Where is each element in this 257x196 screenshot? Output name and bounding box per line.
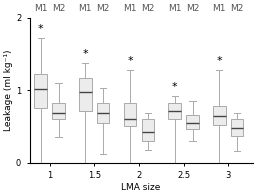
Y-axis label: Leakage (ml kg⁻¹): Leakage (ml kg⁻¹) xyxy=(4,49,13,131)
PathPatch shape xyxy=(124,103,136,126)
Text: M2: M2 xyxy=(186,4,199,13)
Text: M1: M1 xyxy=(168,4,181,13)
Text: M1: M1 xyxy=(79,4,92,13)
PathPatch shape xyxy=(168,103,181,119)
PathPatch shape xyxy=(52,103,65,119)
PathPatch shape xyxy=(34,74,47,108)
Text: M2: M2 xyxy=(231,4,244,13)
Text: M1: M1 xyxy=(123,4,137,13)
Text: M2: M2 xyxy=(141,4,154,13)
Text: *: * xyxy=(172,82,178,92)
Text: *: * xyxy=(38,24,43,34)
Text: M2: M2 xyxy=(97,4,110,13)
Text: M1: M1 xyxy=(213,4,226,13)
PathPatch shape xyxy=(213,106,226,125)
PathPatch shape xyxy=(142,119,154,141)
Text: *: * xyxy=(127,56,133,66)
Text: M2: M2 xyxy=(52,4,65,13)
Text: *: * xyxy=(82,49,88,59)
Text: M1: M1 xyxy=(34,4,48,13)
PathPatch shape xyxy=(186,115,199,129)
Text: *: * xyxy=(217,56,222,66)
X-axis label: LMA size: LMA size xyxy=(122,183,161,192)
PathPatch shape xyxy=(231,119,243,136)
PathPatch shape xyxy=(97,103,109,123)
PathPatch shape xyxy=(79,78,91,111)
